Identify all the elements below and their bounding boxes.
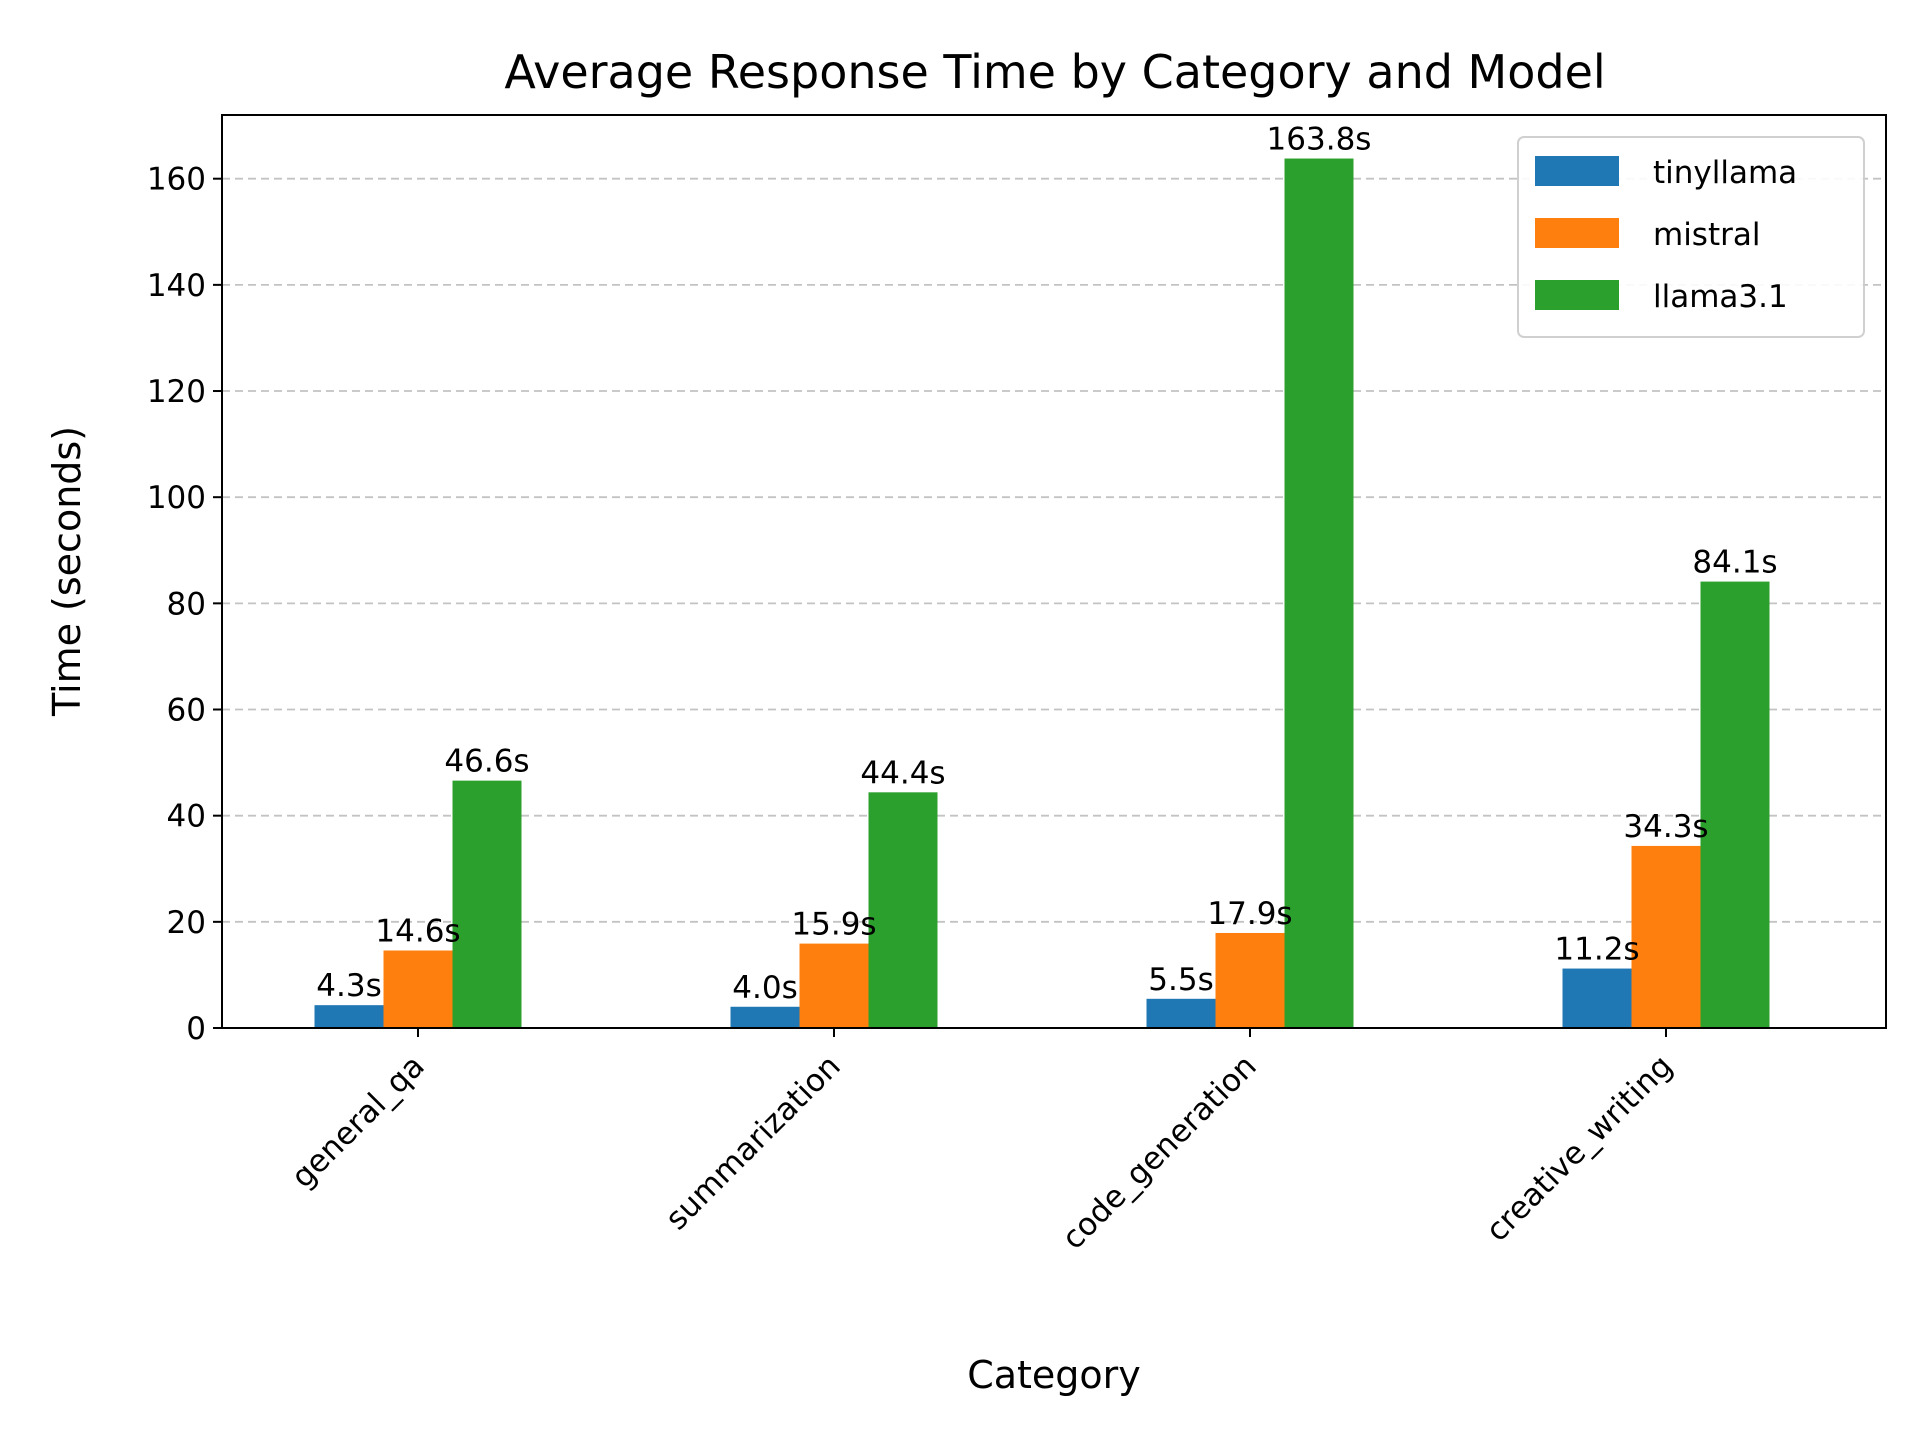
x-axis-title: Category — [967, 1353, 1141, 1397]
legend-label: tinyllama — [1653, 155, 1797, 191]
y-tick-label: 40 — [167, 799, 206, 835]
bar-mistral-code-generation — [1215, 932, 1285, 1028]
y-tick-label: 160 — [147, 162, 206, 198]
legend: tinyllama mistral llama3.1 — [1517, 136, 1865, 338]
bar-mistral-creative-writing — [1631, 845, 1701, 1028]
bar-value-label: 17.9s — [1207, 896, 1292, 932]
y-tick-label: 0 — [186, 1011, 206, 1047]
bar-mistral-general-qa — [383, 950, 453, 1028]
bar-value-label: 14.6s — [375, 914, 460, 950]
bar-value-label: 11.2s — [1554, 932, 1639, 968]
data-labels: 4.3s 14.6s 46.6s 4.0s 15.9s 44.4s 5.5s 17.9s 163… — [316, 122, 1777, 1006]
y-tick-label: 80 — [167, 586, 206, 622]
y-tick-label: 100 — [147, 480, 206, 516]
bar-llama3-1-general-qa — [452, 780, 522, 1028]
bar-llama3-1-creative-writing — [1700, 581, 1770, 1028]
legend-label: llama3.1 — [1653, 279, 1788, 315]
bar-value-label: 5.5s — [1148, 962, 1213, 998]
bar-llama3-1-code-generation — [1284, 158, 1354, 1029]
bar-tinyllama-general-qa — [314, 1005, 384, 1028]
bar-value-label: 46.6s — [444, 744, 529, 780]
bar-value-label: 4.3s — [316, 968, 381, 1004]
y-tick-label: 140 — [147, 268, 206, 304]
y-axis-title: Time (seconds) — [45, 426, 89, 717]
bar-value-label: 34.3s — [1623, 809, 1708, 845]
legend-swatch-mistral — [1535, 218, 1619, 248]
bar-value-label: 44.4s — [860, 755, 945, 791]
bar-value-label: 163.8s — [1267, 122, 1372, 158]
bar-tinyllama-summarization — [730, 1006, 800, 1028]
y-tick-label: 20 — [167, 905, 206, 941]
chart-title: Average Response Time by Category and Mo… — [504, 45, 1605, 99]
bar-value-label: 84.1s — [1692, 545, 1777, 581]
bar-tinyllama-creative-writing — [1562, 968, 1632, 1028]
y-tick-label: 120 — [147, 374, 206, 410]
legend-label: mistral — [1653, 217, 1760, 253]
legend-swatch-tinyllama — [1535, 156, 1619, 186]
bar-tinyllama-code-generation — [1146, 998, 1216, 1028]
y-axis: 0 20 40 60 80 100 120 140 160 — [147, 162, 222, 1047]
y-tick-label: 60 — [167, 693, 206, 729]
plot-area-frame — [221, 114, 1887, 1029]
bar-value-label: 4.0s — [732, 970, 797, 1006]
bar-llama3-1-summarization — [868, 792, 938, 1028]
bars — [314, 158, 1770, 1029]
bar-mistral-summarization — [799, 943, 869, 1028]
bar-value-label: 15.9s — [791, 907, 876, 943]
legend-swatch-llama3-1 — [1535, 280, 1619, 310]
